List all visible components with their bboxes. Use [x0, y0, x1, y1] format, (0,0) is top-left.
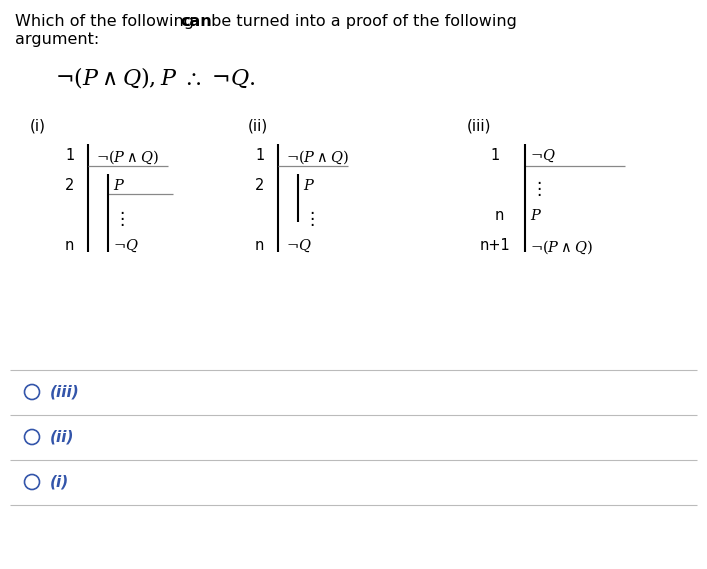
Text: $\neg Q$: $\neg Q$: [286, 238, 312, 254]
Text: $P$: $P$: [113, 178, 125, 193]
Text: ⋮: ⋮: [113, 210, 130, 228]
Text: n+1: n+1: [480, 238, 510, 253]
Text: argument:: argument:: [15, 32, 99, 47]
Text: n: n: [255, 238, 264, 253]
Text: 1: 1: [255, 148, 264, 163]
Text: $\neg Q$: $\neg Q$: [113, 238, 139, 254]
Text: $P$: $P$: [303, 178, 315, 193]
Text: can: can: [180, 14, 212, 29]
Text: n: n: [65, 238, 74, 253]
Text: 2: 2: [255, 178, 264, 193]
Text: n: n: [495, 208, 504, 223]
Text: (i): (i): [30, 118, 46, 133]
Text: (ii): (ii): [50, 430, 74, 444]
Text: $\neg(P \wedge Q)$: $\neg(P \wedge Q)$: [286, 148, 349, 166]
Text: 1: 1: [490, 148, 499, 163]
Text: $\neg(P \wedge Q)$: $\neg(P \wedge Q)$: [530, 238, 592, 255]
Text: (iii): (iii): [50, 385, 80, 399]
Text: (i): (i): [50, 475, 69, 489]
Text: ⋮: ⋮: [303, 210, 320, 228]
Text: (iii): (iii): [467, 118, 491, 133]
Text: Which of the following: Which of the following: [15, 14, 199, 29]
Text: 1: 1: [65, 148, 74, 163]
Text: $\neg(P \wedge Q), P\ \therefore\ \neg Q.$: $\neg(P \wedge Q), P\ \therefore\ \neg Q…: [55, 65, 255, 90]
Text: $\neg Q$: $\neg Q$: [530, 148, 556, 164]
Text: 2: 2: [65, 178, 74, 193]
Text: $P$: $P$: [530, 208, 542, 223]
Text: $\neg(P \wedge Q)$: $\neg(P \wedge Q)$: [96, 148, 158, 166]
Text: ⋮: ⋮: [530, 180, 547, 198]
Text: be turned into a proof of the following: be turned into a proof of the following: [206, 14, 517, 29]
Text: (ii): (ii): [248, 118, 268, 133]
